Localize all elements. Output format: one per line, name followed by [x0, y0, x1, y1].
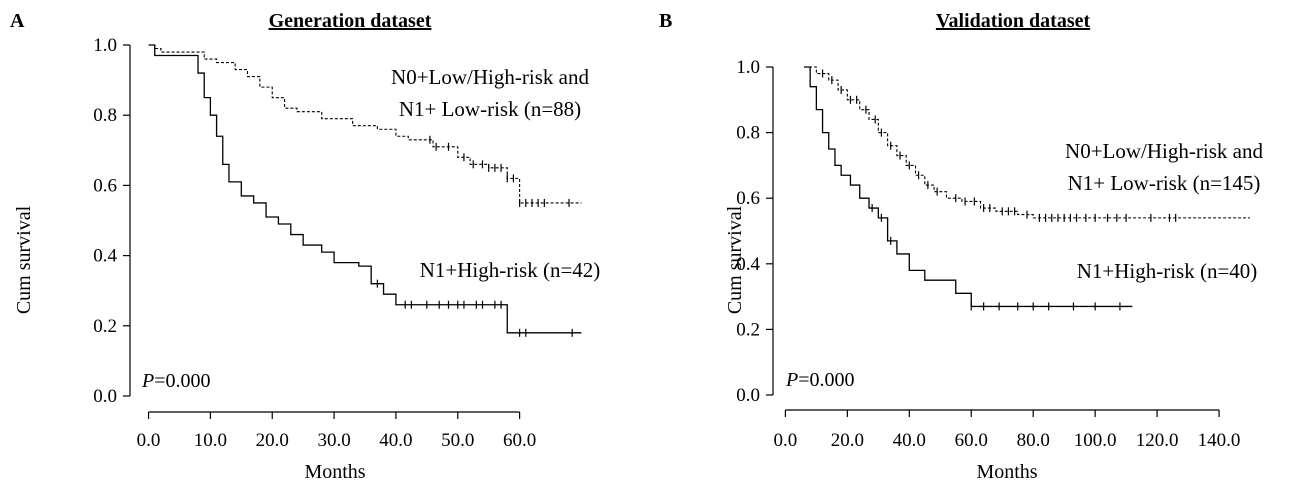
series-label: N0+Low/High-risk and — [1065, 139, 1263, 163]
survival-curve-low-risk — [803, 66, 1251, 219]
x-tick-label: 30.0 — [317, 430, 350, 451]
km-plot-generation: 0.0 0.2 0.4 0.6 0.8 1.0 0.0 10.0 20.0 30.0 40.0 50.… — [13, 35, 601, 483]
x-tick-label: 20.0 — [831, 430, 864, 451]
y-tick-label: 0.8 — [736, 123, 760, 144]
series-label: N1+ Low-risk (n=88) — [399, 97, 581, 121]
y-tick-label: 0.0 — [736, 385, 760, 406]
p-value-annotation: P=0.000 — [141, 370, 211, 392]
x-axis-label: Months — [976, 461, 1037, 483]
panel-b: B Validation dataset 0.0 0.2 0.4 0.6 0.8 1.0 0… — [649, 0, 1298, 488]
survival-curve-low-risk — [148, 44, 582, 204]
x-tick-label: 60.0 — [955, 430, 988, 451]
x-tick-label: 0.0 — [774, 430, 798, 451]
y-tick-label: 0.4 — [93, 246, 117, 267]
panel-letter: A — [10, 10, 25, 32]
y-tick-label: 1.0 — [93, 35, 117, 56]
x-tick-label: 50.0 — [441, 430, 474, 451]
x-tick-label: 140.0 — [1198, 430, 1241, 451]
x-tick-label: 80.0 — [1017, 430, 1050, 451]
series-label: N1+High-risk (n=40) — [1077, 259, 1258, 283]
chart-title: Generation dataset — [268, 10, 432, 32]
y-tick-label: 0.6 — [736, 188, 760, 209]
y-tick-label: 0.0 — [93, 386, 117, 407]
x-tick-label: 40.0 — [379, 430, 412, 451]
y-tick-label: 0.6 — [93, 175, 117, 196]
chart-title: Validation dataset — [935, 10, 1091, 32]
survival-curve-high-risk — [148, 44, 582, 334]
x-tick-label: 10.0 — [194, 430, 227, 451]
y-axis-label: Cum survival — [13, 205, 35, 314]
x-tick-label: 40.0 — [893, 430, 926, 451]
y-tick-label: 1.0 — [736, 57, 760, 78]
x-tick-label: 100.0 — [1074, 430, 1117, 451]
x-tick-label: 60.0 — [503, 430, 536, 451]
y-tick-label: 0.2 — [736, 319, 760, 340]
x-tick-label: 0.0 — [137, 430, 161, 451]
panel-a: A Generation dataset 0.0 0.2 0.4 0.6 0.8 1.0 0… — [10, 10, 601, 483]
panel-letter: B — [659, 10, 673, 32]
y-axis-label: Cum survival — [724, 205, 746, 314]
y-tick-label: 0.2 — [93, 316, 117, 337]
y-tick-label: 0.8 — [93, 105, 117, 126]
x-tick-label: 120.0 — [1136, 430, 1179, 451]
series-label: N0+Low/High-risk and — [391, 65, 589, 89]
series-label: N1+High-risk (n=42) — [420, 258, 601, 282]
y-tick-label: 0.4 — [736, 254, 760, 275]
x-axis-label: Months — [304, 461, 365, 483]
series-label: N1+ Low-risk (n=145) — [1068, 171, 1261, 195]
survival-curve-high-risk — [803, 66, 1133, 308]
x-tick-label: 20.0 — [256, 430, 289, 451]
km-plot-validation: 0.0 0.2 0.4 0.6 0.8 1.0 0.0 20.0 40.0 60.0 80.0 100… — [724, 57, 1263, 483]
p-value-annotation: P=0.000 — [785, 369, 855, 391]
